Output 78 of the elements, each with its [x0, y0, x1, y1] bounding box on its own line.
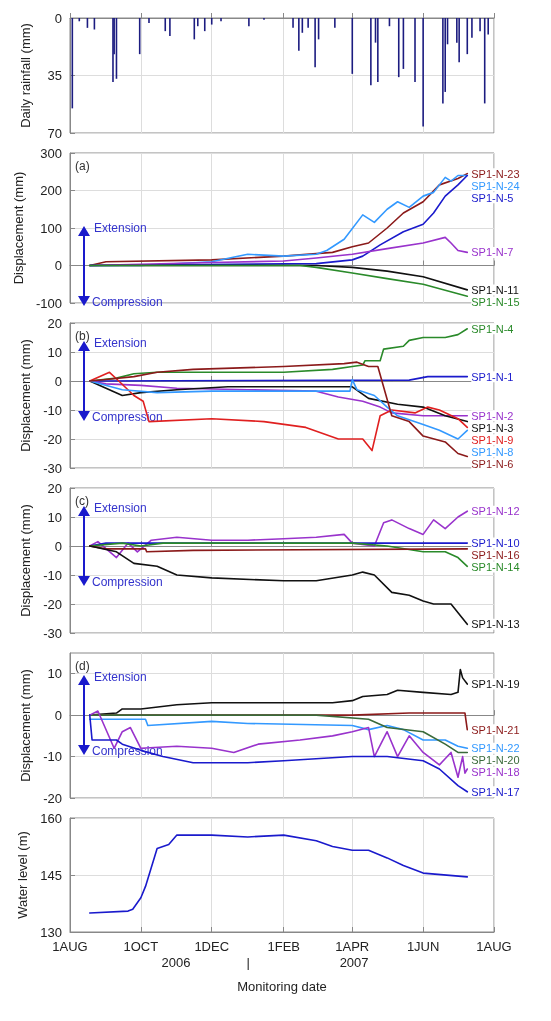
series-label: SP1-N-3: [471, 421, 514, 434]
x-axis-title: Monitoring date: [237, 979, 327, 994]
y-axis-title: Displacement (mm): [18, 339, 33, 452]
series-label: SP1-N-19: [471, 678, 520, 691]
series-label: SP1-N-2: [471, 409, 514, 422]
y-tick-label: 130: [40, 924, 62, 940]
series-label: SP1-N-16: [471, 549, 520, 562]
series-label: SP1-N-5: [471, 191, 514, 204]
y-tick-label: 10: [47, 666, 62, 682]
series-label: SP1-N-24: [471, 179, 520, 192]
series-label: SP1-N-7: [471, 246, 514, 259]
series-label: SP1-N-15: [471, 295, 520, 308]
y-tick-label: 20: [47, 480, 62, 496]
series-label: SP1-N-23: [471, 167, 520, 180]
series-label: SP1-N-18: [471, 766, 520, 779]
y-tick-label: 20: [47, 315, 62, 331]
x-tick-label: 1FEB: [267, 939, 300, 954]
annotation: Extension: [94, 670, 147, 685]
y-tick-label: 10: [47, 344, 62, 360]
y-tick-label: -20: [43, 790, 62, 806]
y-axis-title: Displacement (mm): [11, 171, 27, 285]
y-tick-label: -10: [43, 567, 62, 583]
x-tick-label: 1AUG: [476, 939, 512, 954]
annotation: Compression: [92, 575, 163, 589]
series-label: SP1-N-8: [471, 445, 514, 458]
annotation: (a): [75, 159, 90, 173]
y-axis-title: Water level (m): [15, 831, 31, 919]
y-tick-label: 70: [47, 125, 62, 141]
y-tick-label: 160: [40, 810, 62, 826]
series-label: SP1-N-14: [471, 561, 520, 574]
y-axis-title: Displacement (mm): [18, 504, 33, 617]
annotation: Extension: [94, 336, 147, 350]
annotation: (c): [75, 494, 89, 508]
series-label: SP1-N-21: [471, 723, 520, 736]
series-label: SP1-N-22: [471, 742, 520, 755]
text: 2006: [161, 955, 191, 970]
y-tick-label: -30: [43, 460, 62, 476]
y-tick-label: 0: [54, 10, 62, 26]
y-tick-label: 0: [54, 373, 62, 389]
series-label: SP1-N-17: [471, 785, 520, 798]
series-label: SP1-N-12: [471, 505, 520, 518]
series-label: SP1-N-13: [471, 618, 520, 631]
annotation: Extension: [94, 220, 147, 235]
text: |: [246, 955, 250, 970]
series-label: SP1-N-11: [471, 283, 519, 296]
y-axis-title: Daily rainfall (mm): [18, 23, 33, 128]
annotation: Compression: [92, 294, 163, 309]
series-label: SP1-N-10: [471, 537, 520, 550]
y-tick-label: -20: [43, 596, 62, 612]
y-tick-label: 145: [40, 867, 62, 883]
series-label: SP1-N-4: [471, 322, 514, 335]
y-axis-title: Displacement (mm): [18, 669, 33, 782]
x-tick-label: 1OCT: [123, 939, 159, 954]
y-tick-label: -30: [43, 625, 62, 641]
text: 2007: [339, 955, 369, 970]
annotation: Extension: [94, 501, 147, 515]
y-tick-label: 35: [47, 68, 62, 83]
annotation: (d): [75, 659, 90, 673]
y-tick-label: 0: [54, 538, 62, 554]
y-tick-label: 100: [40, 220, 62, 236]
y-tick-label: 300: [40, 145, 62, 161]
annotation: (b): [75, 329, 90, 343]
y-tick-label: -20: [43, 431, 62, 447]
y-tick-label: 0: [54, 258, 62, 273]
x-tick-label: 1JUN: [406, 939, 440, 954]
y-tick-label: 200: [40, 183, 62, 198]
series-label: SP1-N-1: [471, 370, 514, 383]
series-label: SP1-N-9: [471, 433, 514, 446]
y-tick-label: -100: [35, 295, 62, 311]
y-tick-label: 0: [54, 707, 62, 723]
x-tick-label: 1APR: [335, 939, 370, 954]
y-tick-label: 10: [47, 509, 62, 525]
x-tick-label: 1DEC: [194, 939, 230, 954]
y-tick-label: -10: [43, 749, 62, 765]
x-tick-label: 1AUG: [52, 939, 88, 954]
series-label: SP1-N-20: [471, 754, 520, 767]
series-label: SP1-N-6: [471, 457, 514, 470]
y-tick-label: -10: [43, 402, 62, 418]
